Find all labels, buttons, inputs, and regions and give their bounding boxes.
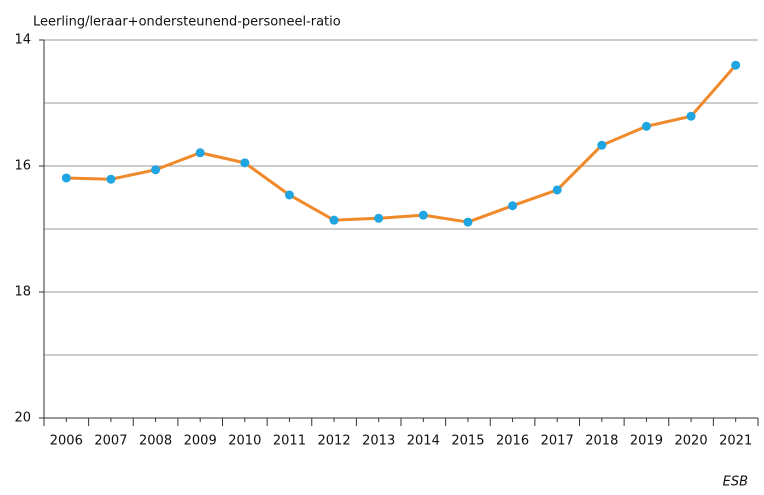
y-tick-label: 14 [14,33,31,48]
x-tick-label: 2009 [184,434,217,449]
data-point [597,140,607,150]
data-point [61,173,71,183]
data-point [731,60,741,70]
x-tick-label: 2020 [675,434,708,449]
data-point [418,210,428,220]
data-point [374,213,384,223]
source: ESB [723,475,748,490]
data-point [463,217,473,227]
x-tick-label: 2008 [139,434,172,449]
x-tick-label: 2013 [362,434,395,449]
x-tick-label: 2011 [273,434,306,449]
x-tick-label: 2019 [630,434,663,449]
x-tick-label: 2018 [585,434,618,449]
data-point [106,174,116,184]
data-point [686,111,696,121]
data-point [240,158,250,168]
x-tick-label: 2017 [541,434,574,449]
data-point [508,201,518,211]
y-tick-label: 16 [14,159,31,174]
x-tick-label: 2006 [50,434,83,449]
x-tick-label: 2016 [496,434,529,449]
data-point [284,190,294,200]
chart-title: Leerling/leraar+ondersteunend-personeel-… [33,15,341,30]
x-tick-label: 2015 [451,434,484,449]
data-point [552,185,562,195]
series-line [66,64,737,224]
y-tick-label: 18 [14,285,31,300]
data-point [151,165,161,175]
x-tick-label: 2007 [94,434,127,449]
data-point [329,215,339,225]
data-point [195,148,205,158]
x-tick-label: 2021 [719,434,752,449]
data-point [641,121,651,131]
x-tick-label: 2010 [228,434,261,449]
x-tick-label: 2012 [318,434,351,449]
x-tick-label: 2014 [407,434,440,449]
y-tick-label: 20 [14,411,31,426]
